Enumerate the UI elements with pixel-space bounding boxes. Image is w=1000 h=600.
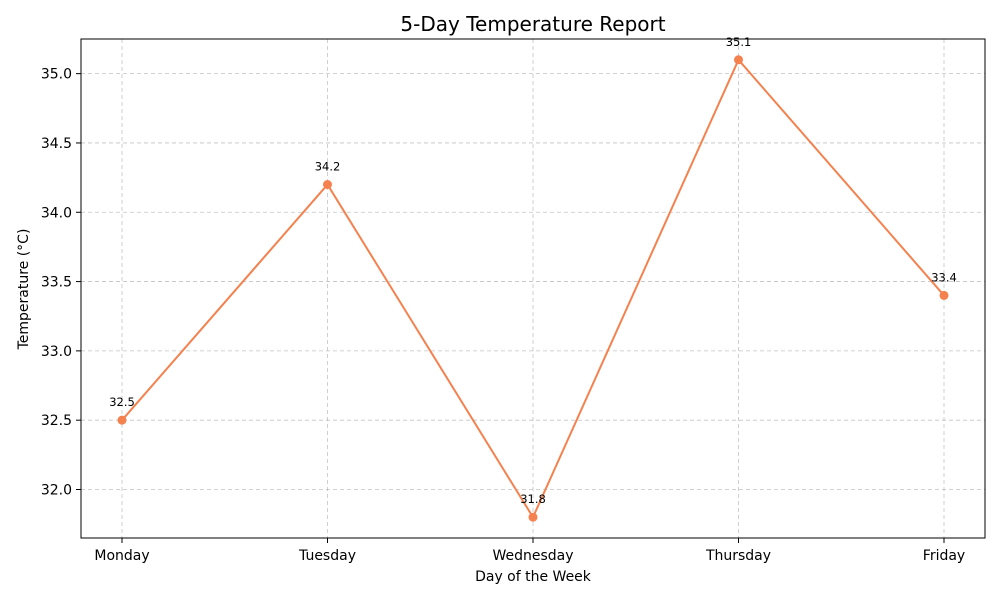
x-tick-label: Tuesday <box>298 548 356 564</box>
y-axis-ticks: 32.0 32.5 33.0 33.5 34.0 34.5 35.0 <box>41 67 81 498</box>
data-point <box>939 290 949 300</box>
data-label: 34.2 <box>315 160 341 174</box>
y-tick-label: 35.0 <box>41 67 72 83</box>
data-point <box>323 180 332 190</box>
chart-title: 5-Day Temperature Report <box>400 12 665 36</box>
data-label: 35.1 <box>726 35 752 49</box>
x-tick-label: Thursday <box>705 548 771 564</box>
y-axis-label: Temperature (°C) <box>16 229 32 351</box>
data-point <box>734 55 743 65</box>
plot-frame <box>80 38 986 539</box>
data-label: 31.8 <box>520 492 546 506</box>
y-tick-label: 32.0 <box>41 482 72 498</box>
x-axis-label: Day of the Week <box>475 569 592 585</box>
series-layer <box>117 55 949 522</box>
y-tick-label: 33.5 <box>41 275 72 291</box>
y-tick-label: 34.0 <box>41 205 72 221</box>
data-point <box>117 415 127 425</box>
grid-lines <box>81 39 985 538</box>
data-point <box>528 512 538 522</box>
x-tick-label: Wednesday <box>492 548 573 564</box>
y-tick-label: 34.5 <box>41 136 72 152</box>
y-tick-label: 32.5 <box>41 413 72 429</box>
data-labels: 32.5 34.2 31.8 35.1 33.4 <box>109 35 957 506</box>
data-label: 33.4 <box>931 270 957 284</box>
x-tick-label: Monday <box>94 548 149 564</box>
y-tick-label: 33.0 <box>41 344 72 360</box>
x-tick-label: Friday <box>923 548 965 564</box>
x-axis-ticks: Monday Tuesday Wednesday Thursday Friday <box>94 538 965 564</box>
data-label: 32.5 <box>109 395 135 409</box>
